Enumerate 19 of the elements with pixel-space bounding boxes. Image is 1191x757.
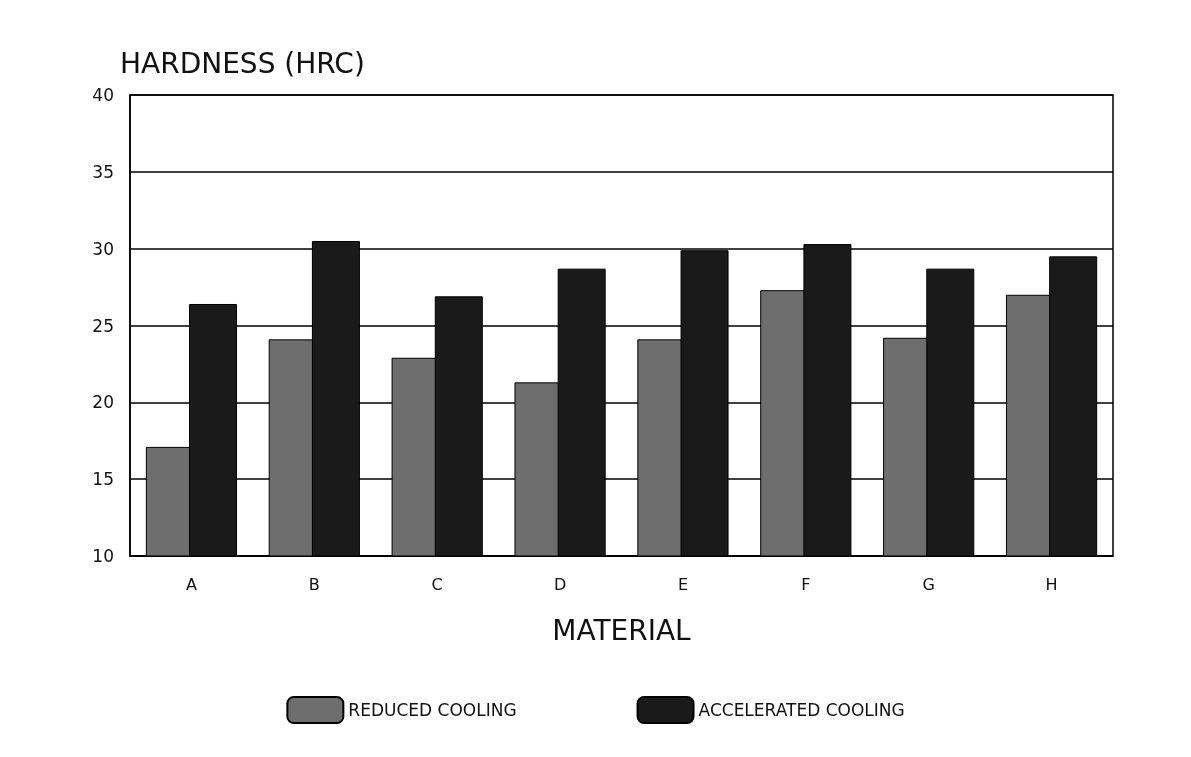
y-tick-label: 25 (92, 315, 114, 336)
x-tick-label: E (677, 574, 688, 594)
x-tick-label: C (431, 574, 443, 594)
x-tick-label: H (1045, 574, 1058, 594)
legend-label: REDUCED COOLING (348, 700, 517, 720)
x-tick-label: G (922, 574, 935, 594)
x-axis-title: MATERIAL (552, 613, 692, 647)
y-tick-label: 10 (92, 546, 114, 566)
x-tick-label: D (553, 574, 567, 594)
y-tick-label: 40 (92, 85, 114, 105)
y-tick-label: 30 (92, 238, 114, 259)
y-axis-title: HARDNESS (HRC) (120, 46, 365, 80)
x-tick-label: F (801, 574, 811, 594)
y-tick-label: 15 (92, 469, 114, 490)
x-tick-label: A (185, 574, 197, 594)
y-tick-label: 20 (92, 392, 114, 413)
legend-label: ACCELERATED COOLING (698, 700, 905, 720)
y-tick-label: 35 (92, 161, 114, 182)
x-tick-label: B (308, 574, 320, 594)
